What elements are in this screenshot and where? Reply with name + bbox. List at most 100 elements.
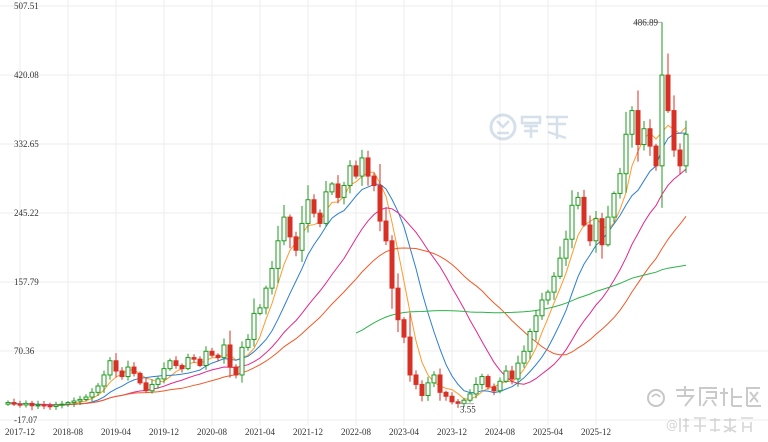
x-tick-label: 2020-08 xyxy=(197,427,227,437)
candle-body xyxy=(287,216,293,238)
candle-body xyxy=(101,374,107,387)
candle-body xyxy=(395,287,401,321)
candle-body xyxy=(23,402,29,406)
candle-body xyxy=(431,374,437,384)
candle-body xyxy=(323,191,329,224)
candle-body xyxy=(479,376,485,385)
candle-body xyxy=(491,386,497,392)
watermark-layer: @ xyxy=(489,113,761,433)
candle-body xyxy=(641,128,647,146)
candle-body xyxy=(545,291,551,301)
candle-body xyxy=(149,383,155,392)
candle-body xyxy=(383,220,389,242)
candle-body xyxy=(59,403,65,406)
candle-body xyxy=(455,401,461,404)
candle-body xyxy=(95,385,101,393)
y-tick-label: -17.07 xyxy=(14,415,38,425)
candle-body xyxy=(35,404,41,407)
candle-body xyxy=(521,350,527,364)
candle-body xyxy=(371,175,377,187)
candle-body xyxy=(137,372,143,384)
candle-body xyxy=(47,405,53,408)
candle-body xyxy=(5,402,11,405)
x-tick-label: 2019-04 xyxy=(101,427,131,437)
candle-body xyxy=(65,402,71,405)
candle-body xyxy=(143,382,149,392)
candle-body xyxy=(425,382,431,396)
candle-body xyxy=(587,224,593,242)
candle-body xyxy=(113,360,119,372)
candle-body xyxy=(17,403,23,406)
candle-body xyxy=(443,391,449,397)
candle-body xyxy=(215,354,221,359)
candle-body xyxy=(515,362,521,380)
candle-body xyxy=(29,402,35,407)
candle-body xyxy=(437,374,443,393)
candle-body xyxy=(539,299,545,317)
candle-body xyxy=(365,157,371,177)
candle-body xyxy=(353,165,359,177)
axis-label-layer: -17.07 70.36 157.79 245.22 332.65 420.08 507.5… xyxy=(5,1,611,437)
candle-body xyxy=(413,374,419,385)
candle-body xyxy=(389,240,395,289)
x-tick-label: 2025-12 xyxy=(581,427,611,437)
candle-body xyxy=(305,199,311,224)
candle-body xyxy=(575,196,581,206)
candle-body xyxy=(203,350,209,366)
candle-body xyxy=(185,357,191,370)
y-tick-label: 157.79 xyxy=(14,277,39,287)
candle-body xyxy=(497,380,503,392)
candle-body xyxy=(251,312,257,340)
candle-body xyxy=(533,315,539,333)
candle-body xyxy=(569,204,575,240)
candle-body xyxy=(209,350,215,356)
ma10-line xyxy=(7,132,686,406)
candle-body xyxy=(671,110,677,151)
candle-body xyxy=(509,370,515,380)
min-value-label: 3.55 xyxy=(460,405,476,415)
candle-body xyxy=(221,344,227,359)
candle-body xyxy=(461,399,467,404)
candle-body xyxy=(593,218,599,242)
candle-body xyxy=(659,74,665,167)
snowball-logo-icon xyxy=(489,113,568,141)
candle-body xyxy=(503,370,509,382)
candle-body xyxy=(191,357,197,360)
candle-body xyxy=(377,185,383,222)
candle-body xyxy=(293,236,299,251)
y-tick-label: 70.36 xyxy=(14,346,35,356)
y-tick-label: 507.51 xyxy=(14,1,39,11)
candle-body xyxy=(335,183,341,198)
candle-body xyxy=(41,404,47,407)
candle-body xyxy=(107,360,113,376)
x-tick-label: 2021-12 xyxy=(293,427,323,437)
max-value-label: 486.89 xyxy=(633,17,658,27)
candle-body xyxy=(197,358,203,366)
tiger-community-logo-icon xyxy=(647,386,761,407)
candle-body xyxy=(563,238,569,259)
candle-body xyxy=(257,307,263,314)
x-tick-label: 2025-04 xyxy=(533,427,563,437)
candle-body xyxy=(317,212,323,224)
svg-text:@: @ xyxy=(666,418,678,432)
candle-body xyxy=(11,402,17,405)
candle-body xyxy=(71,400,77,404)
candle-body xyxy=(359,157,365,177)
candle-body xyxy=(233,366,239,376)
candle-body xyxy=(551,275,557,293)
candle-body xyxy=(179,364,185,370)
candle-body xyxy=(341,185,347,198)
candle-body xyxy=(683,133,689,167)
candle-body xyxy=(449,395,455,403)
x-tick-label: 2022-08 xyxy=(341,427,371,437)
candle-body xyxy=(119,370,125,378)
candle-body xyxy=(419,383,425,396)
candle-body xyxy=(647,128,653,147)
candle-body xyxy=(131,366,137,374)
candle-body xyxy=(89,391,95,398)
x-tick-label: 2017-12 xyxy=(5,427,35,437)
candle-body xyxy=(653,145,659,167)
candle-layer xyxy=(5,36,689,411)
